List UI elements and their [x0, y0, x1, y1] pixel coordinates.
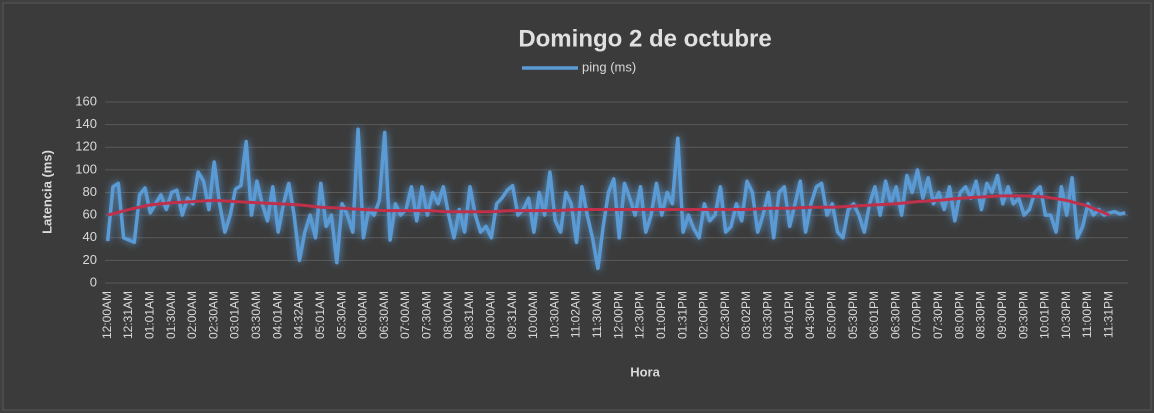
x-tick-label: 07:00AM	[398, 291, 412, 339]
x-tick-label: 08:30PM	[974, 291, 988, 339]
x-tick-label: 12:30PM	[633, 291, 647, 339]
x-tick-label: 06:30PM	[888, 291, 902, 339]
x-tick-label: 07:00PM	[910, 291, 924, 339]
x-tick-label: 05:30AM	[334, 291, 348, 339]
x-tick-label: 02:00AM	[185, 291, 199, 339]
chart-title: Domingo 2 de octubre	[518, 25, 771, 52]
x-tick-label: 10:30PM	[1059, 291, 1073, 339]
x-axis-title: Hora	[630, 364, 660, 379]
x-tick-label: 03:30AM	[249, 291, 263, 339]
x-tick-label: 10:00AM	[526, 291, 540, 339]
x-tick-label: 05:00PM	[824, 291, 838, 339]
legend-label: ping (ms)	[582, 59, 636, 74]
y-tick-label: 140	[75, 116, 97, 131]
x-tick-label: 01:01AM	[142, 291, 156, 339]
y-tick-label: 60	[83, 207, 97, 222]
y-axis-title: Latencia (ms)	[39, 150, 54, 234]
x-tick-label: 03:02PM	[739, 291, 753, 339]
x-tick-label: 08:00AM	[441, 291, 455, 339]
x-tick-label: 06:00AM	[356, 291, 370, 339]
y-tick-label: 120	[75, 139, 97, 154]
x-tick-label: 09:30PM	[1016, 291, 1030, 339]
y-tick-label: 80	[83, 184, 97, 199]
x-tick-label: 01:31PM	[675, 291, 689, 339]
x-tick-label: 07:30PM	[931, 291, 945, 339]
trend-line	[107, 194, 1110, 217]
x-tick-label: 04:32AM	[292, 291, 306, 339]
x-tick-label: 09:00AM	[483, 291, 497, 339]
x-tick-label: 11:00PM	[1080, 291, 1094, 338]
x-tick-label: 12:31AM	[121, 291, 135, 339]
x-tick-label: 02:30AM	[206, 291, 220, 339]
x-tick-label: 11:31PM	[1102, 291, 1116, 338]
x-tick-label: 02:00PM	[697, 291, 711, 339]
x-tick-label: 12:00AM	[100, 291, 114, 339]
x-tick-label: 05:30PM	[846, 291, 860, 339]
x-tick-label: 10:01PM	[1038, 291, 1052, 339]
x-tick-label: 07:30AM	[420, 291, 434, 339]
y-tick-label: 40	[83, 229, 97, 244]
y-tick-label: 20	[83, 252, 97, 267]
x-tick-label: 08:31AM	[462, 291, 476, 339]
x-tick-label: 03:30PM	[761, 291, 775, 339]
x-tick-label: 09:00PM	[995, 291, 1009, 339]
x-tick-label: 11:30AM	[590, 291, 604, 338]
x-tick-label: 03:01AM	[228, 291, 242, 339]
x-tick-label: 09:31AM	[505, 291, 519, 339]
x-tick-label: 06:30AM	[377, 291, 391, 339]
x-tick-label: 04:30PM	[803, 291, 817, 339]
x-tick-label: 08:00PM	[952, 291, 966, 339]
x-tick-label: 01:00PM	[654, 291, 668, 339]
y-tick-label: 100	[75, 161, 97, 176]
x-tick-label: 06:01PM	[867, 291, 881, 339]
x-tick-label: 01:30AM	[164, 291, 178, 339]
x-tick-label: 11:02AM	[569, 291, 583, 338]
x-tick-label: 02:30PM	[718, 291, 732, 339]
x-tick-label: 10:30AM	[547, 291, 561, 339]
y-tick-label: 160	[75, 93, 97, 108]
x-tick-label: 05:01AM	[313, 291, 327, 339]
x-tick-label: 12:00PM	[611, 291, 625, 339]
x-tick-label: 04:01PM	[782, 291, 796, 339]
y-tick-label: 0	[90, 274, 97, 289]
x-tick-label: 04:01AM	[270, 291, 284, 339]
